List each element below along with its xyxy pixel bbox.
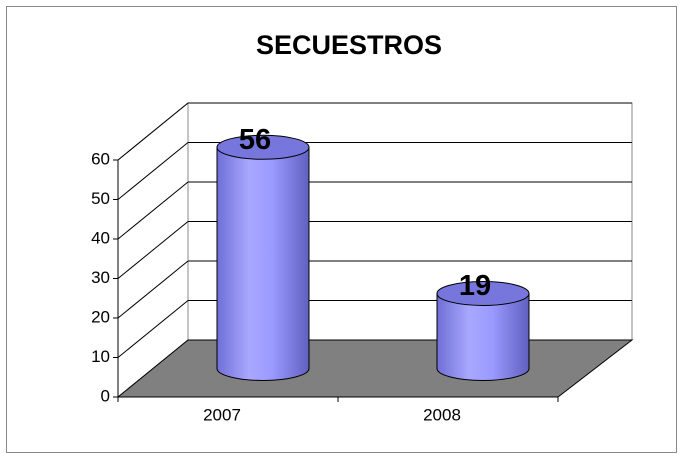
bar — [436, 292, 530, 381]
bar-top — [216, 134, 310, 160]
grid-line — [117, 300, 189, 358]
y-tick-label: 50 — [91, 189, 110, 208]
chart-title: SECUESTROS — [256, 30, 442, 60]
y-tick-label: 40 — [91, 228, 110, 247]
x-tick-label: 2008 — [423, 405, 461, 424]
y-tick-label: 30 — [91, 268, 110, 287]
y-tick-label: 20 — [91, 307, 110, 326]
y-tick-label: 10 — [91, 347, 110, 366]
grid-line — [117, 260, 189, 319]
y-tick-label: 60 — [91, 149, 110, 168]
grid-line — [117, 102, 189, 161]
x-tick-label: 2007 — [203, 405, 241, 424]
grid-line — [117, 181, 189, 240]
grid-line — [117, 221, 189, 279]
bar-group — [216, 134, 310, 381]
bar-group — [436, 280, 530, 381]
bar — [216, 146, 310, 381]
data-label: 56 — [239, 124, 271, 156]
bar-top — [436, 280, 530, 306]
grid-line — [117, 142, 189, 200]
data-label: 19 — [459, 270, 491, 302]
floor — [116, 339, 634, 398]
y-tick-label: 0 — [101, 386, 110, 405]
